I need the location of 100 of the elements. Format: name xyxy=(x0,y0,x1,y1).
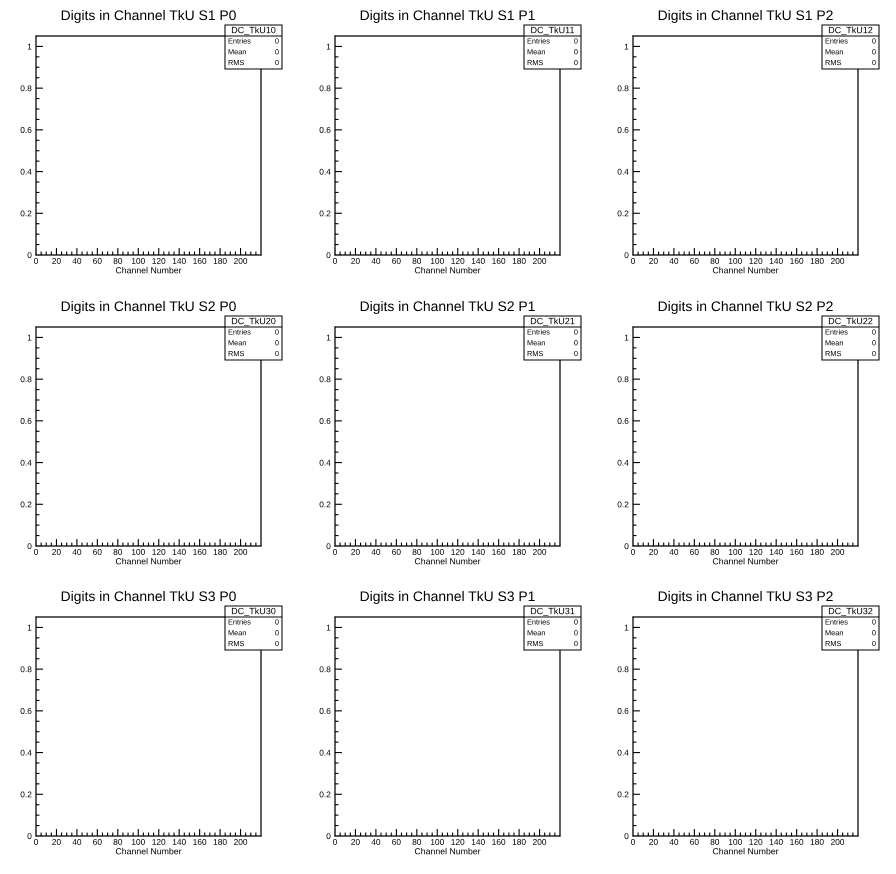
x-tick-label: 40 xyxy=(669,549,678,555)
y-tick-label: 0.8 xyxy=(20,666,32,672)
y-tick-label: 0.6 xyxy=(320,127,330,133)
x-tick-label: 200 xyxy=(831,549,844,555)
x-tick-label: 200 xyxy=(533,258,546,264)
y-tick-label: 0 xyxy=(28,543,32,550)
y-tick-label: 0.8 xyxy=(320,376,330,382)
x-tick-label: 140 xyxy=(472,839,485,845)
x-tick-label: 180 xyxy=(512,549,526,555)
x-tick-label: 200 xyxy=(234,839,248,845)
x-tick-label: 40 xyxy=(371,258,380,264)
x-tick-label: 60 xyxy=(690,839,699,845)
x-tick-label: 0 xyxy=(333,549,337,555)
x-tick-label: 20 xyxy=(52,839,61,845)
y-tick-label: 1 xyxy=(28,624,32,630)
x-tick-label: 40 xyxy=(72,258,82,264)
y-tick-label: 0.8 xyxy=(320,666,330,672)
x-tick-label: 0 xyxy=(631,549,635,555)
x-tick-label: 100 xyxy=(728,839,742,845)
x-tick-label: 100 xyxy=(132,839,145,845)
x-tick-label: 20 xyxy=(351,258,360,264)
y-tick-label: 0.6 xyxy=(618,418,628,424)
x-tick-label: 120 xyxy=(749,549,762,555)
x-tick-label: 0 xyxy=(34,549,38,555)
x-axis-title: Channel Number xyxy=(116,558,182,564)
x-tick-label: 140 xyxy=(472,258,485,264)
y-tick-label: 0 xyxy=(624,543,629,550)
y-tick-label: 0.8 xyxy=(20,85,32,92)
x-tick-label: 180 xyxy=(214,549,227,555)
y-tick-label: 0.4 xyxy=(20,168,32,175)
x-tick-label: 140 xyxy=(172,258,186,264)
x-tick-label: 140 xyxy=(472,549,485,555)
x-tick-label: 20 xyxy=(351,549,360,555)
x-tick-label: 140 xyxy=(770,258,783,264)
chart-title: Digits in Channel TkU S1 P1 xyxy=(360,10,535,23)
x-tick-label: 80 xyxy=(114,549,122,555)
x-tick-label: 60 xyxy=(93,839,102,845)
x-tick-label: 120 xyxy=(152,258,166,264)
x-tick-label: 40 xyxy=(371,839,380,845)
x-tick-label: 40 xyxy=(371,549,380,555)
chart-title: Digits in Channel TkU S3 P1 xyxy=(360,590,535,604)
x-tick-label: 0 xyxy=(631,839,635,845)
x-tick-label: 200 xyxy=(831,839,844,845)
y-tick-label: 0.8 xyxy=(618,376,628,382)
x-tick-label: 0 xyxy=(34,258,38,264)
x-tick-label: 100 xyxy=(132,549,145,555)
y-tick-label: 0.8 xyxy=(320,85,330,92)
text: DC_TkU20 xyxy=(232,318,276,326)
y-tick-label: 1 xyxy=(326,44,330,50)
x-tick-label: 40 xyxy=(72,549,82,555)
x-tick-label: 160 xyxy=(790,258,804,264)
x-tick-label: 0 xyxy=(631,258,635,264)
text: DC_TkU11 xyxy=(531,26,574,35)
y-tick-label: 1 xyxy=(326,624,330,630)
x-tick-label: 120 xyxy=(749,839,762,845)
x-tick-label: 180 xyxy=(512,258,526,264)
x-tick-label: 180 xyxy=(810,839,824,845)
x-axis-title: Channel Number xyxy=(414,266,480,274)
x-tick-label: 0 xyxy=(333,258,337,264)
x-tick-label: 80 xyxy=(412,839,422,845)
x-tick-label: 120 xyxy=(749,258,762,264)
x-tick-label: 140 xyxy=(770,549,783,555)
x-tick-label: 120 xyxy=(152,549,166,555)
x-tick-label: 60 xyxy=(690,258,699,264)
y-tick-label: 0.2 xyxy=(320,501,330,508)
x-tick-label: 160 xyxy=(193,258,206,264)
y-tick-label: 0.6 xyxy=(618,127,628,133)
y-tick-label: 0.8 xyxy=(618,666,628,672)
y-tick-label: 0.2 xyxy=(20,501,32,508)
y-tick-label: 0.2 xyxy=(618,501,628,508)
x-tick-label: 180 xyxy=(512,839,526,845)
x-tick-label: 60 xyxy=(690,549,699,555)
x-tick-label: 20 xyxy=(52,258,61,264)
x-tick-label: 160 xyxy=(193,549,206,555)
x-tick-label: 80 xyxy=(710,549,720,555)
y-tick-label: 0.4 xyxy=(320,460,331,466)
x-axis-title: Channel Number xyxy=(116,848,182,854)
x-tick-label: 160 xyxy=(790,839,804,845)
x-tick-label: 100 xyxy=(430,839,444,845)
y-tick-label: 1 xyxy=(28,44,32,50)
y-tick-label: 0.4 xyxy=(618,460,629,466)
x-axis-title: Channel Number xyxy=(712,558,778,564)
x-tick-label: 160 xyxy=(193,839,206,845)
x-tick-label: 0 xyxy=(333,839,337,845)
chart-title: Digits in Channel TkU S2 P1 xyxy=(360,300,535,314)
x-tick-label: 40 xyxy=(669,258,678,264)
text: DC_TkU22 xyxy=(828,318,872,326)
x-tick-label: 60 xyxy=(392,258,401,264)
chart-title: Digits in Channel TkU S3 P0 xyxy=(62,590,236,604)
x-axis-title: Channel Number xyxy=(116,266,182,274)
y-tick-label: 0.8 xyxy=(618,85,628,92)
y-tick-label: 0.6 xyxy=(618,708,628,714)
y-tick-label: 0.4 xyxy=(618,168,629,175)
text: DC_TkU12 xyxy=(828,26,872,35)
y-tick-label: 0.6 xyxy=(20,127,32,133)
x-axis-title: Channel Number xyxy=(414,558,480,564)
x-tick-label: 20 xyxy=(649,258,658,264)
x-axis-title: Channel Number xyxy=(712,266,778,274)
y-tick-label: 0 xyxy=(624,833,629,840)
chart-title: Digits in Channel TkU S2 P2 xyxy=(658,300,833,314)
